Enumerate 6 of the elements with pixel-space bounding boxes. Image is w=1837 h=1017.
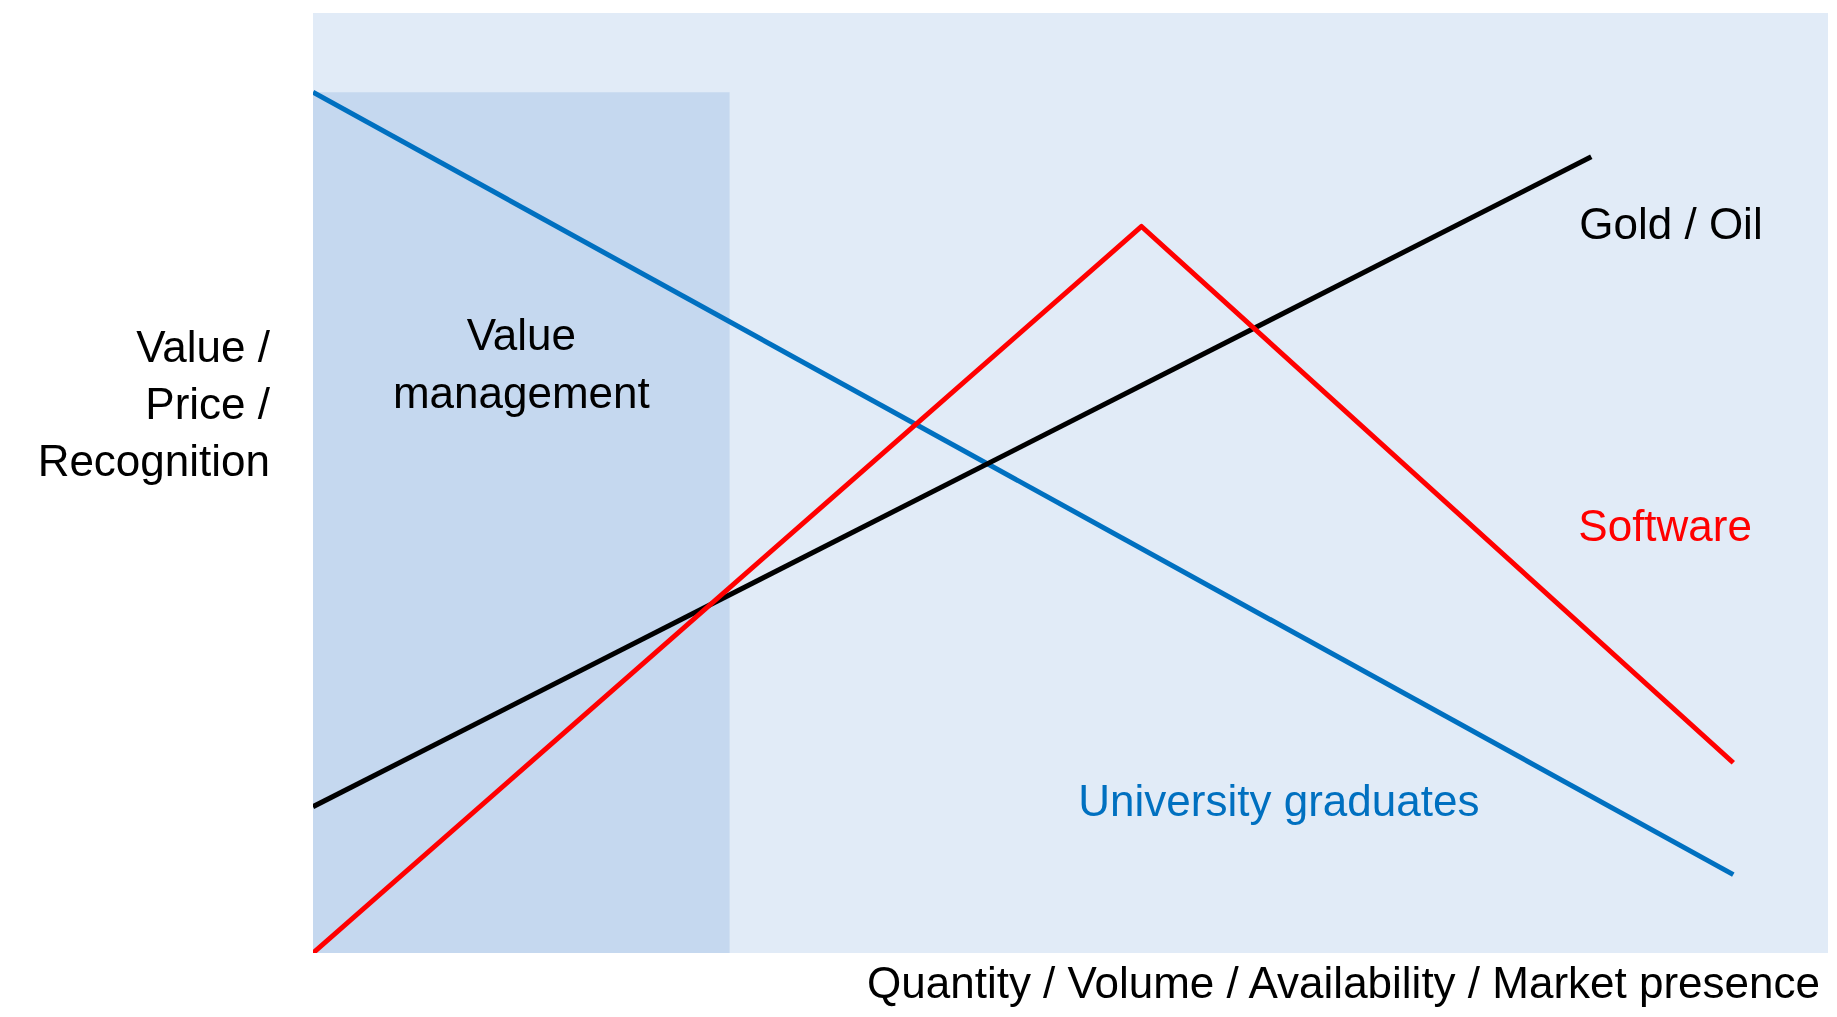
series-label: Software bbox=[1578, 501, 1752, 551]
annotation: Value management bbox=[392, 310, 650, 418]
x-axis-title: Quantity / Volume / Availability / Market presence bbox=[867, 958, 1820, 1008]
series-label: University graduates bbox=[1078, 776, 1480, 826]
series-label: Gold / Oil bbox=[1579, 199, 1763, 249]
y-axis-title: Value / Price / Recognition bbox=[37, 321, 270, 487]
